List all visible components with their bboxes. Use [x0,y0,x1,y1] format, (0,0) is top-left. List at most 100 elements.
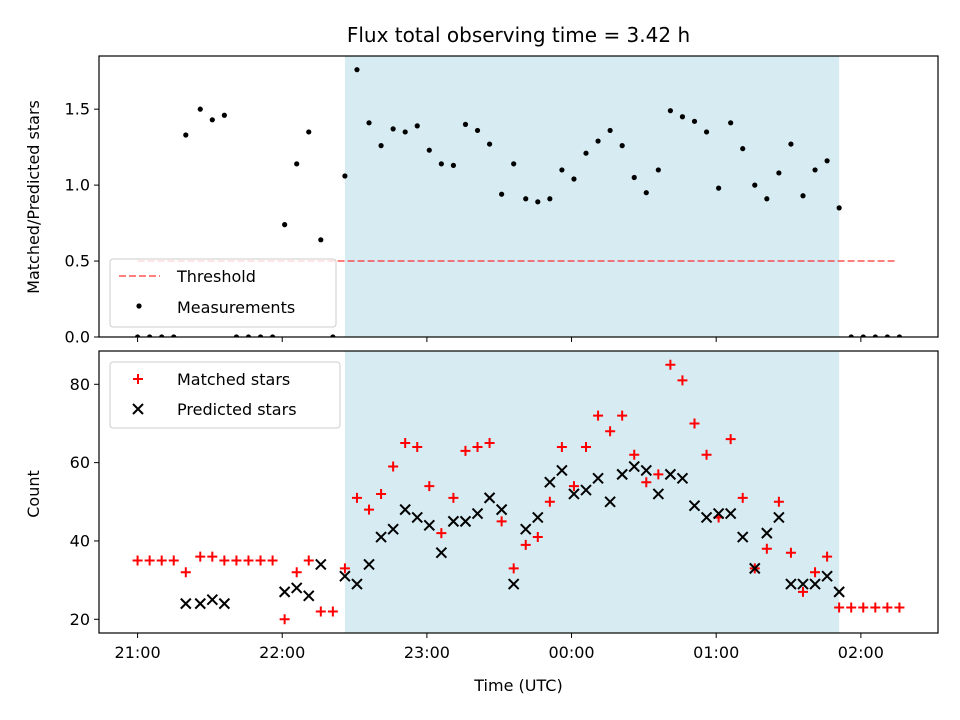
predicted-star-point [339,570,351,582]
matched-star-point [388,461,399,472]
matched-star-point [834,602,845,613]
matched-star-point [327,606,338,617]
measurement-point [197,106,203,112]
measurement-point [619,143,625,149]
predicted-star-point [652,488,665,500]
matched-star-point [303,555,314,566]
matched-star-point [351,492,362,503]
measurement-point [330,334,336,337]
x-tick-label: 22:00 [259,643,305,662]
measurement-point [872,334,878,337]
matched-star-point [677,375,688,386]
bottom-y-tick-label: 20 [70,610,90,629]
matched-star-point [279,614,290,625]
measurement-point [134,334,141,337]
predicted-star-point [278,586,291,598]
matched-star-point [653,469,664,480]
matched-star-point [556,441,567,452]
predicted-star-point [218,597,231,610]
predicted-star-point [471,507,484,520]
matched-star-point [400,438,411,449]
bottom-y-tick-label: 60 [70,453,90,472]
matched-star-point [737,492,748,503]
matched-star-point [484,438,495,449]
matched-star-point [219,555,230,566]
x-axis-label: Time (UTC) [473,676,562,695]
matched-star-point [339,563,350,574]
matched-star-point [168,555,179,566]
matched-star-point [255,555,266,566]
measurement-point [667,108,673,114]
matched-star-point [725,434,736,445]
measurement-point [499,191,505,197]
top-panel: 0.0 0.5 1.0 1.5 Threshold Measurements [65,55,939,347]
top-y-tick-label: 1.5 [65,100,90,119]
bottom-panel: 20 40 60 80 21:00 22:00 23:00 00:00 01:00 02:00 Ma… [70,350,939,662]
matched-star-point [617,410,628,421]
top-legend: Threshold Measurements [109,258,337,328]
predicted-star-point [375,531,387,543]
legend-threshold-label: Threshold [176,267,256,286]
legend-predicted-swatch [132,403,144,415]
measurement-point [269,334,276,337]
predicted-star-point [568,488,580,500]
matched-star-point [894,602,905,613]
matched-star-point [797,586,808,597]
measurement-point [836,205,842,211]
measurement-point [474,127,481,134]
measurement-point [282,222,288,228]
measurement-point [884,334,890,337]
predicted-star-point [447,515,460,528]
measurement-point [643,190,649,196]
measurement-point [848,334,854,337]
predicted-star-point [411,511,423,524]
matched-star-point [424,481,435,492]
predicted-star-point [773,511,785,524]
top-y-tick-label: 0.0 [65,328,90,347]
measurement-point [245,334,252,337]
predicted-star-point [809,578,821,590]
measurement-point [860,334,866,337]
predicted-star-point [724,507,737,520]
measurement-point [740,146,746,152]
predicted-star-point [363,558,375,571]
measurement-point [607,127,613,134]
measurement-point [318,237,324,243]
measurement-point [233,334,240,337]
matched-star-point [448,492,459,503]
predicted-star-point [580,484,592,496]
measurement-point [655,167,661,173]
bottom-plot-area [132,359,905,625]
matched-star-point [144,555,155,566]
bottom-legend: Matched stars Predicted stars [109,361,341,429]
measurement-point [776,170,782,176]
matched-star-point [156,555,167,566]
matched-star-point [364,504,375,515]
figure-title: Flux total observing time = 3.42 h [347,23,690,47]
predicted-star-point [700,511,713,524]
measurement-point [547,196,553,202]
predicted-star-point [688,500,701,512]
predicted-star-point [640,464,652,477]
matched-star-point [496,516,507,527]
predicted-star-point [544,476,556,488]
measurement-point [896,334,903,337]
measurement-point [426,147,432,153]
predicted-star-point [315,558,327,571]
bottom-axes-frame [98,350,939,634]
matched-star-point [761,543,772,554]
measurement-point [378,143,384,149]
measurement-point [462,121,469,127]
predicted-star-point [435,547,448,559]
measurement-point [523,196,529,202]
predicted-star-point [423,519,436,531]
top-y-tick-label: 1.0 [65,176,90,195]
predicted-star-point [749,562,761,575]
matched-star-point [605,426,616,437]
x-tick-label: 00:00 [548,643,594,662]
predicted-star-point [785,578,797,590]
measurement-point [306,129,312,135]
legend-predicted-label: Predicted stars [177,400,297,419]
matched-star-point [460,445,471,456]
